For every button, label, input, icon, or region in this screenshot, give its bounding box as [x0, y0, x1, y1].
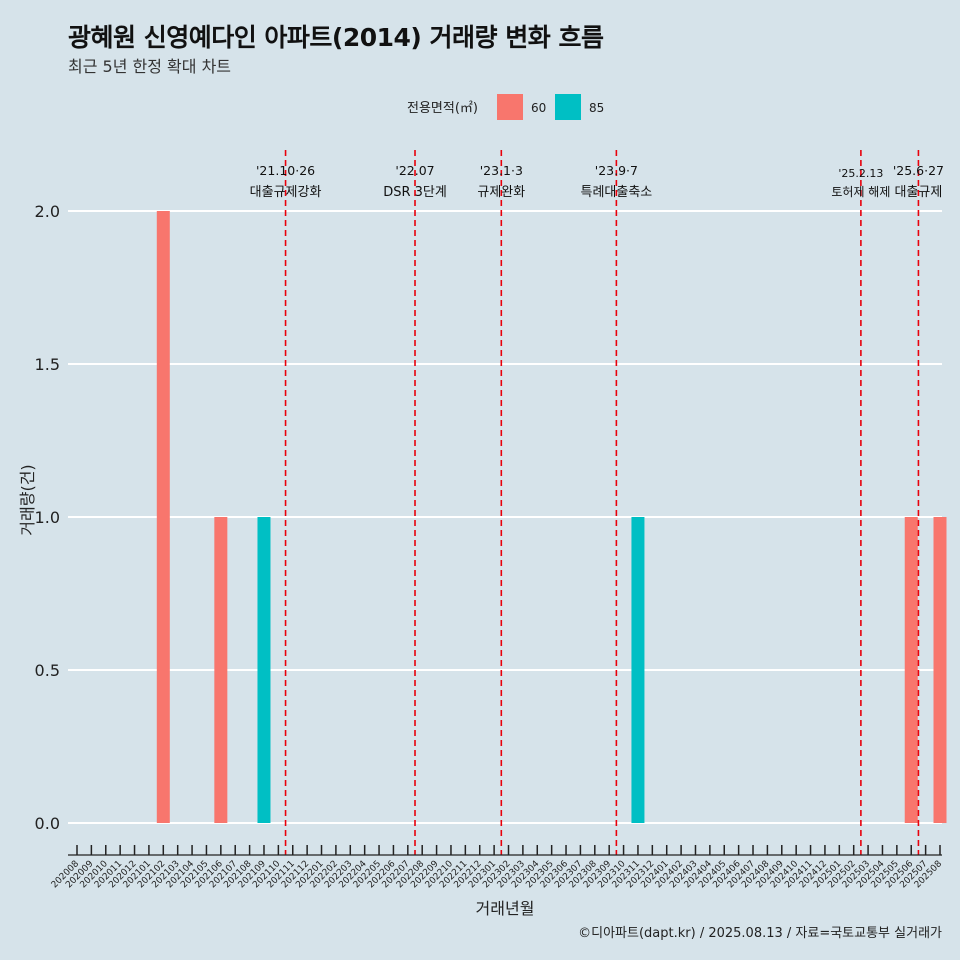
axis-titles: 거래년월 거래량(건)	[18, 464, 534, 918]
x-axis: 2020082020092020102020112020122021012021…	[50, 845, 944, 890]
y-gridlines	[68, 210, 942, 824]
event-date: '23.1·3	[480, 163, 523, 178]
bar-60-202506	[904, 517, 918, 823]
bar-60-202106	[214, 517, 228, 823]
bar-60-202102	[156, 211, 170, 823]
bars	[156, 211, 947, 823]
legend-label-60: 60	[531, 101, 546, 115]
legend-swatch-60	[497, 94, 523, 120]
event-date: '25.6·27	[893, 163, 944, 178]
event-label: 규제완화	[477, 185, 525, 200]
event-label: 토허제 해제	[831, 185, 890, 199]
event-date: '21.10·26	[256, 163, 315, 178]
bar-85-202311	[631, 517, 645, 823]
event-markers: '21.10·26 대출규제강화 '22.07 DSR 3단계 '23.1·3 규제완화 '…	[250, 150, 944, 855]
y-tick-label: 0.0	[35, 814, 60, 833]
y-tick-label: 1.5	[35, 355, 60, 374]
event-date: '23.9·7	[595, 163, 638, 178]
y-tick-label: 2.0	[35, 202, 60, 221]
event-date: '22.07	[395, 163, 434, 178]
legend-swatch-85	[555, 94, 581, 120]
chart-subtitle: 최근 5년 한정 확대 차트	[68, 57, 232, 76]
y-axis-title: 거래량(건)	[18, 464, 37, 535]
y-tick-label: 1.0	[35, 508, 60, 527]
y-tick-label: 0.5	[35, 661, 60, 680]
y-axis: 0.0 0.5 1.0 1.5 2.0	[35, 202, 60, 833]
x-axis-title: 거래년월	[476, 899, 535, 918]
legend: 전용면적(㎡) 60 85	[407, 94, 604, 120]
event-label: 대출규제강화	[250, 185, 322, 200]
event-date: '25.2.13	[838, 167, 883, 180]
bar-85-202109	[257, 517, 271, 823]
event-label: 특례대출축소	[580, 185, 652, 200]
source-caption: ©디아파트(dapt.kr) / 2025.08.13 / 자료=국토교통부 실…	[578, 926, 942, 941]
bar-60-202508	[933, 517, 947, 823]
event-label: DSR 3단계	[383, 185, 447, 200]
legend-title: 전용면적(㎡)	[407, 101, 478, 116]
legend-label-85: 85	[589, 101, 604, 115]
event-label: 대출규제	[895, 185, 943, 200]
chart-title: 광혜원 신영예다인 아파트(2014) 거래량 변화 흐름	[68, 23, 604, 52]
